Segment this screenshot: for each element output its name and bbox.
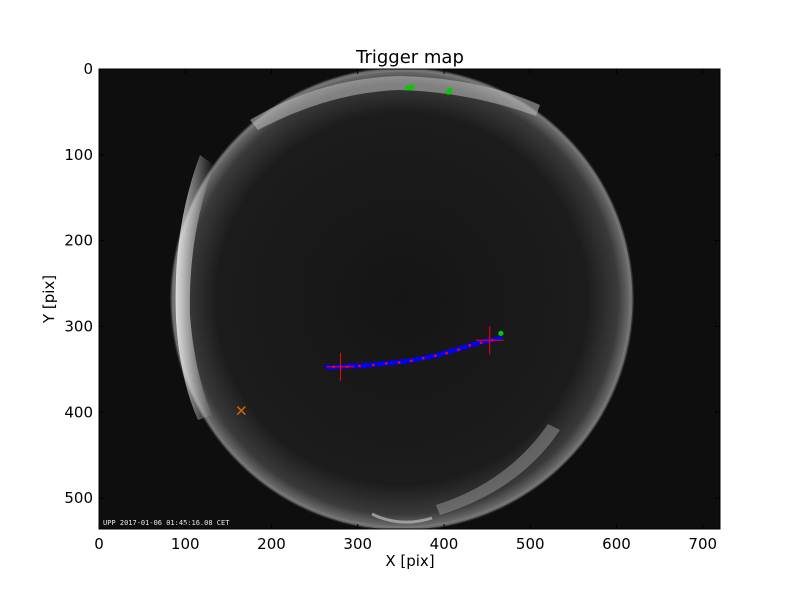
data-point-series-0-21 xyxy=(415,356,421,362)
data-point-series-1-10 xyxy=(457,348,460,351)
data-point-series-0-18 xyxy=(402,359,408,365)
data-point-series-3-1 xyxy=(409,84,415,90)
data-point-series-0-19 xyxy=(406,358,413,364)
data-point-series-4-0 xyxy=(236,406,246,416)
x-tick-label: 500 xyxy=(516,535,545,553)
data-point-series-1-12 xyxy=(479,341,483,345)
y-tick-label: 0 xyxy=(83,60,93,78)
y-tick-label: 500 xyxy=(64,489,93,507)
data-point-series-0-39 xyxy=(493,336,499,342)
data-point-series-1-5 xyxy=(397,361,401,364)
x-tick-label: 600 xyxy=(602,535,631,553)
data-point-series-1-8 xyxy=(434,354,437,357)
data-point-series-0-8 xyxy=(359,363,365,369)
data-point-series-0-34 xyxy=(471,341,477,348)
chart-title: Trigger map xyxy=(355,47,464,68)
data-point-series-1-3 xyxy=(371,363,375,367)
x-tick-label: 700 xyxy=(688,535,717,553)
data-point-series-2-1 xyxy=(475,326,504,355)
data-point-series-0-7 xyxy=(355,363,361,369)
x-tick-label: 100 xyxy=(171,535,200,553)
x-tick-label: 300 xyxy=(343,535,372,553)
axis-ticks: 0 100 200 300 400 500 600 700 0 100 200 300 400 500 xyxy=(64,60,720,553)
data-point-series-0-24 xyxy=(428,353,434,360)
data-point-series-1-4 xyxy=(384,362,388,365)
data-point-series-1-9 xyxy=(445,351,448,355)
data-point-series-2-0 xyxy=(326,352,355,381)
data-point-series-3-4 xyxy=(498,330,504,336)
data-point-series-1-2 xyxy=(358,364,361,368)
data-point-series-0-29 xyxy=(450,347,456,354)
data-point-series-0-10 xyxy=(368,362,374,368)
x-tick-label: 200 xyxy=(257,535,286,553)
x-tick-label: 400 xyxy=(430,535,459,553)
data-point-series-0-32 xyxy=(462,344,469,350)
data-point-series-0-20 xyxy=(411,357,417,363)
data-point-series-1-11 xyxy=(468,344,472,347)
data-marks xyxy=(236,84,504,416)
data-point-series-0-13 xyxy=(381,360,387,366)
data-point-series-0-12 xyxy=(376,361,382,367)
y-tick-label: 300 xyxy=(64,317,93,335)
data-point-series-0-16 xyxy=(393,359,400,366)
data-point-series-0-31 xyxy=(458,345,464,351)
data-point-series-0-30 xyxy=(454,347,460,353)
x-axis-label: X [pix] xyxy=(385,552,434,570)
x-tick-label: 0 xyxy=(94,535,104,553)
data-point-series-1-6 xyxy=(409,359,413,363)
y-tick-label: 200 xyxy=(64,232,93,250)
data-point-series-3-0 xyxy=(405,85,411,91)
data-point-series-0-9 xyxy=(363,362,369,368)
data-point-series-1-7 xyxy=(422,356,425,360)
y-tick-label: 400 xyxy=(64,403,93,421)
data-point-series-0-37 xyxy=(484,338,490,344)
data-point-series-0-14 xyxy=(385,360,391,366)
data-point-series-0-35 xyxy=(475,340,482,346)
data-point-series-0-23 xyxy=(424,354,430,360)
data-point-series-3-3 xyxy=(447,87,453,94)
data-point-series-0-27 xyxy=(441,350,447,356)
data-point-series-0-26 xyxy=(437,352,443,358)
y-tick-label: 100 xyxy=(64,146,93,164)
sky-image: UPP 2017-01-06 01:45:16.08 CET xyxy=(99,69,720,529)
plot-frame xyxy=(98,68,721,530)
image-timestamp: UPP 2017-01-06 01:45:16.08 CET xyxy=(103,519,230,527)
y-axis-label: Y [pix] xyxy=(40,275,58,324)
data-point-series-0-15 xyxy=(389,359,395,366)
